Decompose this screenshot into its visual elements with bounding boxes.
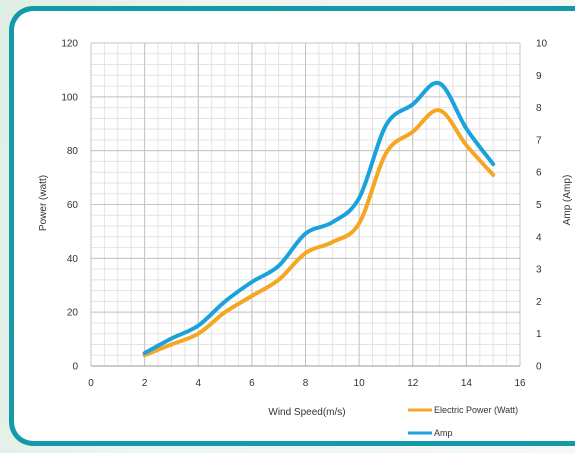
right-y-tick-label: 1: [536, 329, 542, 340]
left-y-tick-label: 20: [67, 308, 79, 319]
series-line-electric-power: [142, 108, 496, 358]
x-tick-label: 2: [142, 378, 148, 389]
right-y-tick-label: 4: [536, 232, 542, 243]
right-y-axis-label: Amp (Amp): [562, 175, 573, 226]
left-y-axis-label: Power (watt): [38, 175, 49, 231]
right-y-tick-label: 5: [536, 200, 542, 211]
left-y-tick-label: 100: [61, 92, 78, 103]
right-y-tick-label: 8: [536, 103, 542, 114]
right-y-axis-ticks: 0 1 2 3 4 5 6 7 8 9 10: [536, 39, 548, 373]
left-y-tick-label: 0: [72, 362, 78, 373]
x-tick-label: 12: [407, 378, 419, 389]
right-y-tick-label: 0: [536, 362, 542, 373]
right-y-tick-label: 10: [536, 39, 548, 50]
legend-label-amp: Amp: [434, 428, 453, 438]
series-line-amp: [142, 80, 496, 356]
left-y-tick-label: 60: [67, 200, 79, 211]
left-y-tick-label: 40: [67, 254, 79, 265]
x-tick-label: 14: [461, 378, 473, 389]
plot-grid: [90, 42, 521, 367]
x-axis-ticks: 0 2 4 6 8 10 12 14 16: [88, 378, 526, 389]
right-y-tick-label: 9: [536, 71, 542, 82]
x-tick-label: 4: [195, 378, 201, 389]
x-tick-label: 8: [303, 378, 309, 389]
x-tick-label: 0: [88, 378, 94, 389]
left-y-tick-label: 80: [67, 146, 79, 157]
right-y-tick-label: 2: [536, 297, 542, 308]
x-tick-label: 16: [514, 378, 526, 389]
left-y-tick-label: 120: [61, 39, 78, 50]
right-y-tick-label: 7: [536, 135, 542, 146]
x-tick-label: 10: [354, 378, 366, 389]
right-y-tick-label: 3: [536, 265, 542, 276]
left-y-axis-ticks: 0 20 40 60 80 100 120: [61, 39, 78, 373]
x-tick-label: 6: [249, 378, 255, 389]
series-lines: [142, 80, 496, 358]
x-axis-label: Wind Speed(m/s): [268, 407, 345, 418]
legend-label-power: Electric Power (Watt): [434, 405, 518, 415]
legend: Electric Power (Watt) Amp: [408, 405, 518, 438]
right-y-tick-label: 6: [536, 168, 542, 179]
